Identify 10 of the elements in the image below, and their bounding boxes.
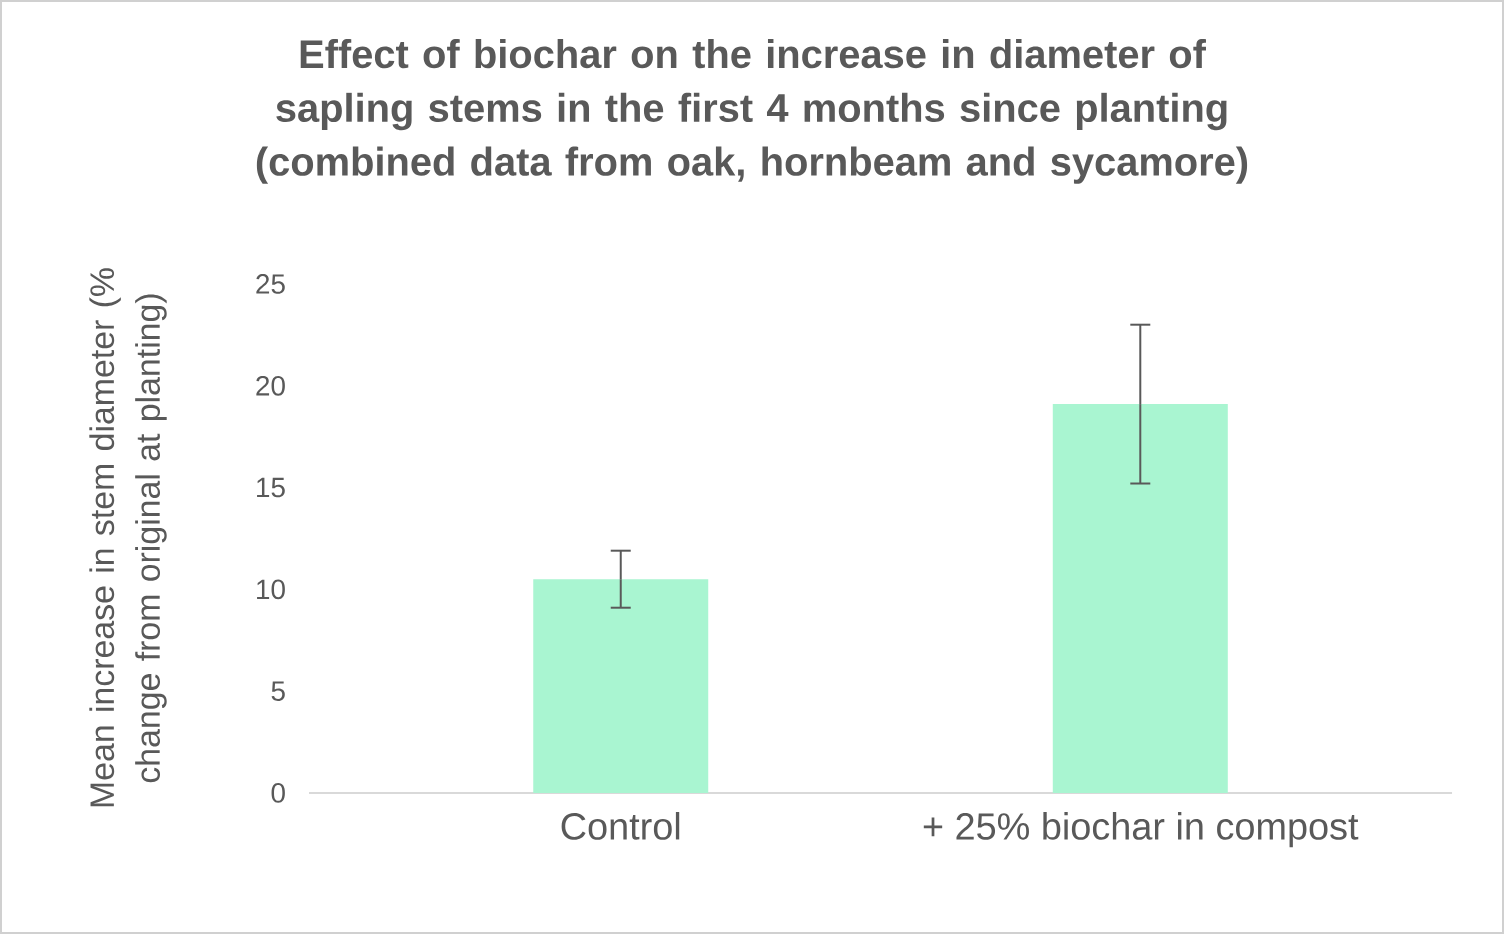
y-tick-label: 25 — [256, 274, 285, 294]
y-tick-label: 20 — [256, 375, 285, 396]
y-tick-label: 15 — [257, 477, 285, 498]
y-tick-label: 0 — [271, 783, 285, 803]
x-tick-label: Control — [561, 812, 680, 840]
chart-title: Effect of biochar on the increase in diameter of sapling stems in the first 4 months since planting (combined data from oak, hornbeam and sycamore) — [256, 39, 1248, 184]
y-tick-label: 5 — [271, 681, 285, 701]
x-tick-label: + 25% biochar in compost — [923, 812, 1359, 848]
y-tick-label: 10 — [257, 579, 285, 600]
y-axis-title: Mean increase in stem diameter (% change from original at planting) — [89, 268, 167, 807]
